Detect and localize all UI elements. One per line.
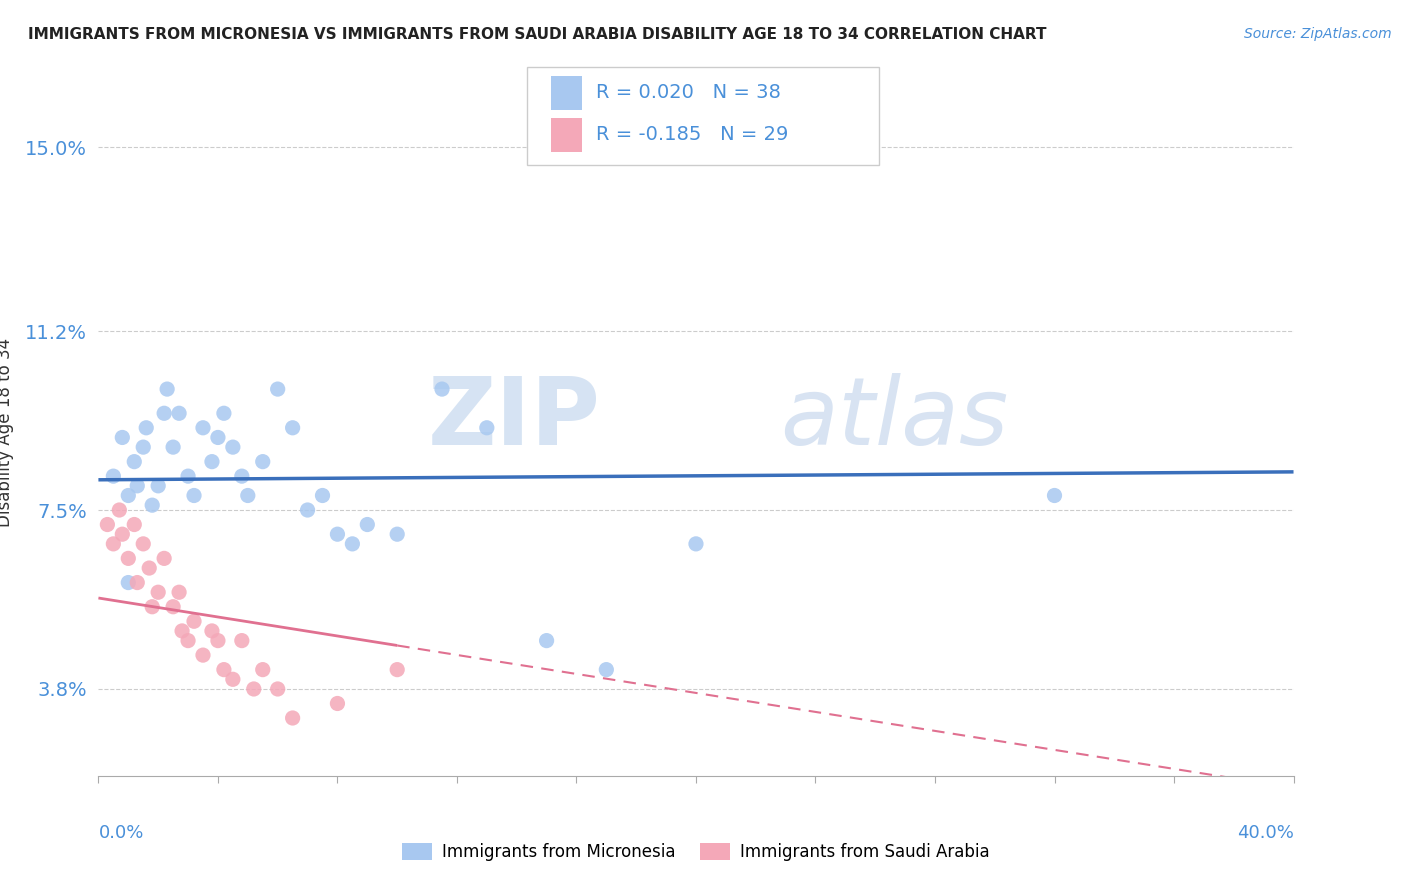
Text: R = -0.185   N = 29: R = -0.185 N = 29: [596, 125, 789, 145]
Point: [212, 406, 235, 420]
Point: [162, 440, 184, 454]
Text: 0.0%: 0.0%: [98, 824, 143, 842]
Point: [111, 430, 134, 444]
Point: [201, 624, 224, 638]
Point: [475, 421, 498, 435]
Point: [385, 527, 409, 541]
Point: [138, 561, 160, 575]
Point: [124, 455, 146, 469]
Point: [156, 382, 179, 396]
Point: [281, 421, 304, 435]
Point: [141, 599, 163, 614]
Point: [103, 469, 125, 483]
Point: [231, 633, 253, 648]
Point: [167, 406, 190, 420]
Text: Source: ZipAtlas.com: Source: ZipAtlas.com: [1244, 27, 1392, 41]
Legend: Immigrants from Micronesia, Immigrants from Saudi Arabia: Immigrants from Micronesia, Immigrants f…: [395, 836, 997, 867]
Point: [132, 537, 155, 551]
Point: [153, 406, 176, 420]
Point: [356, 517, 378, 532]
Point: [281, 711, 304, 725]
Point: [231, 469, 253, 483]
Text: 40.0%: 40.0%: [1237, 824, 1294, 842]
Point: [177, 633, 200, 648]
Point: [117, 488, 139, 502]
Point: [342, 537, 364, 551]
Point: [183, 488, 205, 502]
Point: [132, 440, 155, 454]
Point: [177, 469, 200, 483]
Text: R = 0.020   N = 38: R = 0.020 N = 38: [596, 83, 780, 103]
Point: [595, 663, 617, 677]
Point: [222, 440, 245, 454]
Text: ZIP: ZIP: [427, 373, 600, 465]
Point: [108, 503, 131, 517]
Point: [685, 537, 707, 551]
Point: [162, 599, 184, 614]
Point: [191, 648, 214, 662]
Point: [536, 633, 558, 648]
Point: [207, 633, 229, 648]
Point: [267, 681, 290, 696]
Point: [212, 663, 235, 677]
Y-axis label: Disability Age 18 to 34: Disability Age 18 to 34: [0, 338, 14, 527]
Point: [127, 479, 149, 493]
Point: [124, 517, 146, 532]
Point: [167, 585, 190, 599]
Point: [267, 382, 290, 396]
Point: [252, 663, 274, 677]
Point: [96, 517, 118, 532]
Point: [243, 681, 266, 696]
Point: [326, 527, 349, 541]
Point: [111, 527, 134, 541]
Point: [430, 382, 453, 396]
Point: [148, 479, 170, 493]
Point: [191, 421, 214, 435]
Point: [148, 585, 170, 599]
Point: [117, 551, 139, 566]
Point: [183, 614, 205, 628]
Point: [236, 488, 259, 502]
Point: [141, 498, 163, 512]
Point: [311, 488, 333, 502]
Point: [172, 624, 194, 638]
Text: atlas: atlas: [779, 374, 1008, 465]
Point: [222, 673, 245, 687]
Point: [127, 575, 149, 590]
Point: [326, 697, 349, 711]
Point: [153, 551, 176, 566]
Point: [252, 455, 274, 469]
Text: IMMIGRANTS FROM MICRONESIA VS IMMIGRANTS FROM SAUDI ARABIA DISABILITY AGE 18 TO : IMMIGRANTS FROM MICRONESIA VS IMMIGRANTS…: [28, 27, 1046, 42]
Point: [1043, 488, 1066, 502]
Point: [201, 455, 224, 469]
Point: [103, 537, 125, 551]
Point: [207, 430, 229, 444]
Point: [297, 503, 319, 517]
Point: [385, 663, 409, 677]
Point: [117, 575, 139, 590]
Point: [135, 421, 157, 435]
